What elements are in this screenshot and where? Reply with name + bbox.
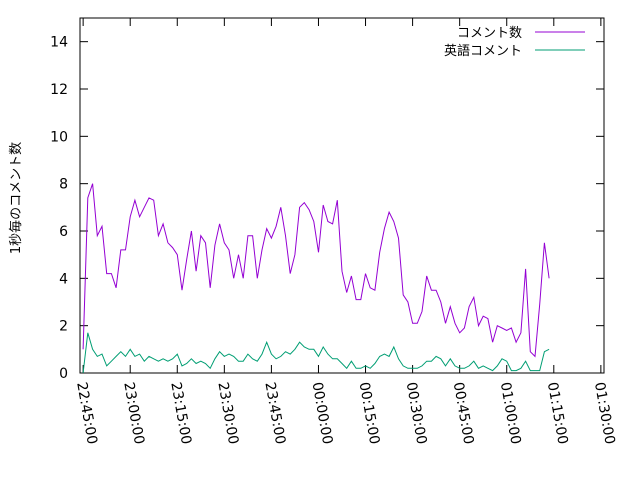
series-line-1 (82, 183, 550, 358)
y-tick-label: 0 (59, 366, 68, 382)
series-line-2 (82, 332, 550, 374)
x-tick-label: 01:15:00 (544, 381, 571, 446)
y-tick-label: 2 (59, 319, 68, 335)
x-tick-label: 01:30:00 (591, 381, 618, 446)
plot-border (79, 17, 605, 374)
x-tick-label: 00:30:00 (403, 381, 430, 446)
legend-label-2: 英語コメント (444, 43, 522, 59)
plot-area: 0 2 4 6 8 10 12 14 22:45:00 23:00:00 23:15:00 23:30… (50, 17, 618, 446)
legend-label-1: コメント数 (457, 26, 522, 41)
y-tick-label: 4 (59, 271, 68, 287)
y-tick-label: 12 (50, 82, 68, 98)
x-tick-label: 23:30:00 (214, 381, 241, 446)
x-tick-label: 00:15:00 (356, 381, 383, 446)
x-tick-label: 01:00:00 (497, 381, 524, 446)
y-axis-label: 1秒毎のコメント数 (8, 142, 24, 254)
x-tick-label: 00:00:00 (309, 381, 336, 446)
y-tick-label: 6 (59, 224, 68, 240)
y-tick-label: 14 (50, 35, 68, 51)
y-tick-label: 10 (50, 129, 68, 145)
x-tick-label: 23:00:00 (120, 381, 147, 446)
y-tick-label: 8 (59, 177, 68, 193)
x-tick-label: 00:45:00 (450, 381, 477, 446)
x-tick-label: 22:45:00 (73, 381, 100, 446)
x-tick-label: 23:45:00 (261, 381, 288, 446)
x-tick-label: 23:15:00 (167, 381, 194, 446)
